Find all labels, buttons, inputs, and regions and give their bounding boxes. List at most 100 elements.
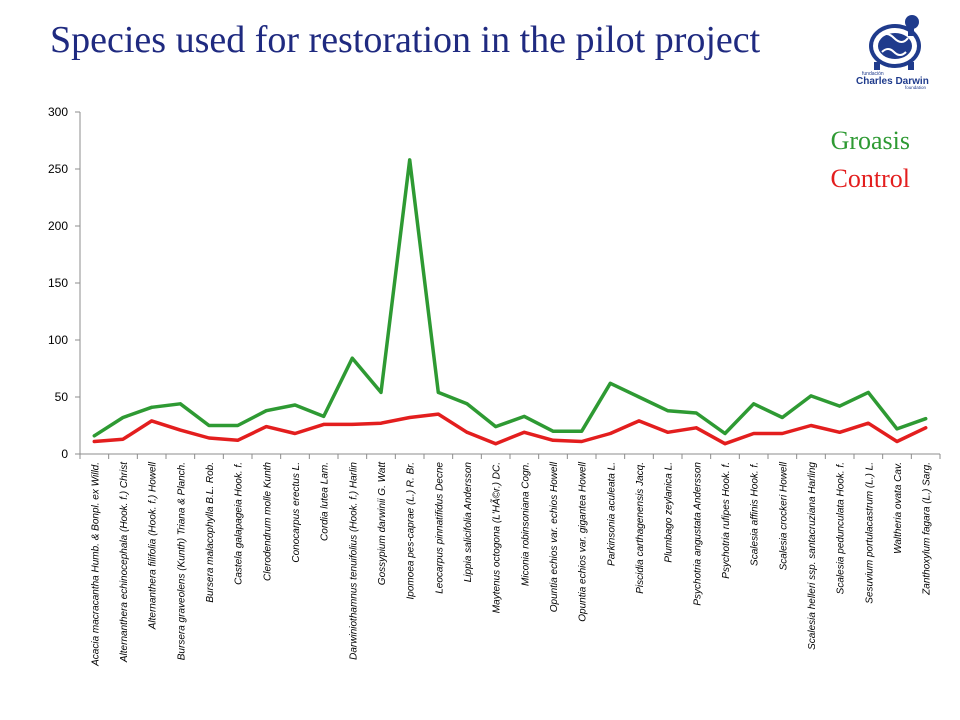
x-category-label: Alternanthera filifolia (Hook. f.) Howel… bbox=[148, 461, 159, 630]
data-point-groasis bbox=[580, 429, 584, 433]
x-category-label: Castela galapageia Hook. f. bbox=[234, 462, 245, 585]
data-point-groasis bbox=[522, 414, 526, 418]
data-point-groasis bbox=[780, 416, 784, 420]
y-tick-label: 0 bbox=[61, 447, 68, 461]
data-point-control bbox=[866, 421, 870, 425]
data-point-control bbox=[350, 422, 354, 426]
logo-org-text: fundación bbox=[862, 71, 884, 77]
y-tick-label: 100 bbox=[48, 333, 68, 347]
x-category-label: Sesuvium portulacastrum (L.) L. bbox=[864, 462, 875, 604]
x-category-label: Scalesia helleri ssp. santacruziana Harl… bbox=[807, 462, 818, 650]
x-category-label: Bursera malacophylla B.L. Rob. bbox=[205, 462, 216, 603]
data-point-control bbox=[551, 438, 555, 442]
data-point-groasis bbox=[465, 402, 469, 406]
x-category-label: Bursera graveolens (Kunth) Triana & Plan… bbox=[176, 462, 187, 660]
x-category-label: Plumbago zeylanica L. bbox=[664, 462, 675, 563]
x-category-label: Lippia salicifolia Andersson bbox=[463, 462, 474, 583]
x-category-label: Psychotria rufipes Hook. f. bbox=[721, 462, 732, 579]
data-point-control bbox=[522, 430, 526, 434]
x-category-label: Darwiniothamnus tenuifolius (Hook. f.) H… bbox=[348, 462, 359, 660]
data-point-groasis bbox=[264, 409, 268, 413]
x-category-label: Scalesia affinis Hook. f. bbox=[750, 462, 761, 566]
x-category-label: Psychotria angustata Andersson bbox=[692, 462, 703, 606]
data-point-control bbox=[608, 431, 612, 435]
y-tick-label: 300 bbox=[48, 105, 68, 119]
x-category-label: Alternanthera echinocephala (Hook. f.) C… bbox=[119, 461, 130, 663]
x-category-label: Cordia lutea Lam. bbox=[320, 462, 331, 541]
data-point-control bbox=[752, 431, 756, 435]
data-point-control bbox=[379, 421, 383, 425]
x-category-label: Scalesia crockeri Howell bbox=[778, 461, 789, 570]
x-category-label: Maytenus octogona (L'HÃ©r.) DC. bbox=[490, 462, 503, 613]
data-point-control bbox=[580, 439, 584, 443]
x-category-label: Clerodendrum molle Kunth bbox=[262, 462, 273, 581]
data-point-groasis bbox=[350, 356, 354, 360]
data-point-control bbox=[780, 431, 784, 435]
series-line-control bbox=[92, 412, 928, 446]
x-category-label: Conocarpus erectus L. bbox=[291, 462, 302, 563]
data-point-control bbox=[178, 428, 182, 432]
data-point-groasis bbox=[637, 395, 641, 399]
data-point-groasis bbox=[723, 431, 727, 435]
data-point-control bbox=[121, 437, 125, 441]
data-point-groasis bbox=[866, 390, 870, 394]
data-point-groasis bbox=[694, 411, 698, 415]
data-point-groasis bbox=[408, 158, 412, 162]
data-point-groasis bbox=[608, 381, 612, 385]
data-point-control bbox=[236, 438, 240, 442]
data-point-control bbox=[895, 439, 899, 443]
legend-groasis: Groasis bbox=[830, 126, 910, 155]
charles-darwin-foundation-logo: fundación Charles Darwin foundation bbox=[856, 15, 929, 90]
data-point-groasis bbox=[752, 402, 756, 406]
tortoise-emblem-icon bbox=[869, 15, 921, 70]
data-point-control bbox=[150, 419, 154, 423]
page-title: Species used for restoration in the pilo… bbox=[50, 19, 761, 61]
data-point-groasis bbox=[895, 427, 899, 431]
y-tick-label: 250 bbox=[48, 162, 68, 176]
x-category-label: Miconia robinsoniana Cogn. bbox=[520, 462, 531, 586]
data-point-control bbox=[637, 419, 641, 423]
x-category-label: Waltheria ovata Cav. bbox=[893, 462, 904, 554]
y-ticks: 0 50 100 150 200 250 300 bbox=[48, 105, 80, 461]
data-point-groasis bbox=[207, 424, 211, 427]
data-point-groasis bbox=[924, 417, 928, 421]
data-point-control bbox=[207, 436, 211, 440]
x-category-label: Opuntia echios var. gigantea Howell bbox=[578, 461, 589, 622]
data-point-groasis bbox=[551, 429, 555, 433]
data-point-control bbox=[924, 426, 928, 430]
data-point-groasis bbox=[293, 403, 297, 407]
data-point-control bbox=[494, 442, 498, 446]
x-category-label: Parkinsonia aculeata L. bbox=[606, 462, 617, 566]
data-point-groasis bbox=[236, 424, 240, 427]
x-category-label: Opuntia echios var. echios Howell bbox=[549, 461, 560, 612]
series-layer bbox=[92, 158, 928, 446]
data-point-groasis bbox=[150, 405, 154, 409]
data-point-groasis bbox=[436, 390, 440, 394]
y-tick-label: 200 bbox=[48, 219, 68, 233]
data-point-control bbox=[408, 416, 412, 420]
data-point-control bbox=[838, 430, 842, 434]
data-point-control bbox=[723, 442, 727, 446]
x-category-label: Piscidia carthagenensis Jacq. bbox=[635, 462, 646, 594]
data-point-control bbox=[92, 439, 96, 443]
series-line-groasis bbox=[92, 158, 928, 438]
data-point-groasis bbox=[379, 390, 383, 394]
logo-sub-text: foundation bbox=[905, 85, 927, 90]
data-point-groasis bbox=[809, 394, 813, 398]
x-ticks: Acacia macracantha Humb. & Bonpl. ex Wil… bbox=[79, 454, 941, 667]
logo-name-text: Charles Darwin bbox=[856, 76, 929, 87]
data-point-control bbox=[264, 425, 268, 429]
x-category-label: Leocarpus pinnatifidus Decne bbox=[434, 462, 445, 594]
data-point-control bbox=[465, 430, 469, 434]
data-point-control bbox=[322, 422, 326, 426]
data-point-groasis bbox=[666, 409, 670, 413]
x-category-label: Zanthoxylum fagara (L.) Sarg. bbox=[922, 462, 933, 596]
y-tick-label: 50 bbox=[55, 390, 69, 404]
x-category-label: Acacia macracantha Humb. & Bonpl. ex Wil… bbox=[90, 462, 101, 667]
x-category-label: Scalesia pedunculata Hook. f. bbox=[836, 462, 847, 594]
legend-control: Control bbox=[830, 164, 910, 193]
data-point-groasis bbox=[838, 404, 842, 408]
data-point-control bbox=[436, 412, 440, 416]
data-point-control bbox=[293, 431, 297, 435]
